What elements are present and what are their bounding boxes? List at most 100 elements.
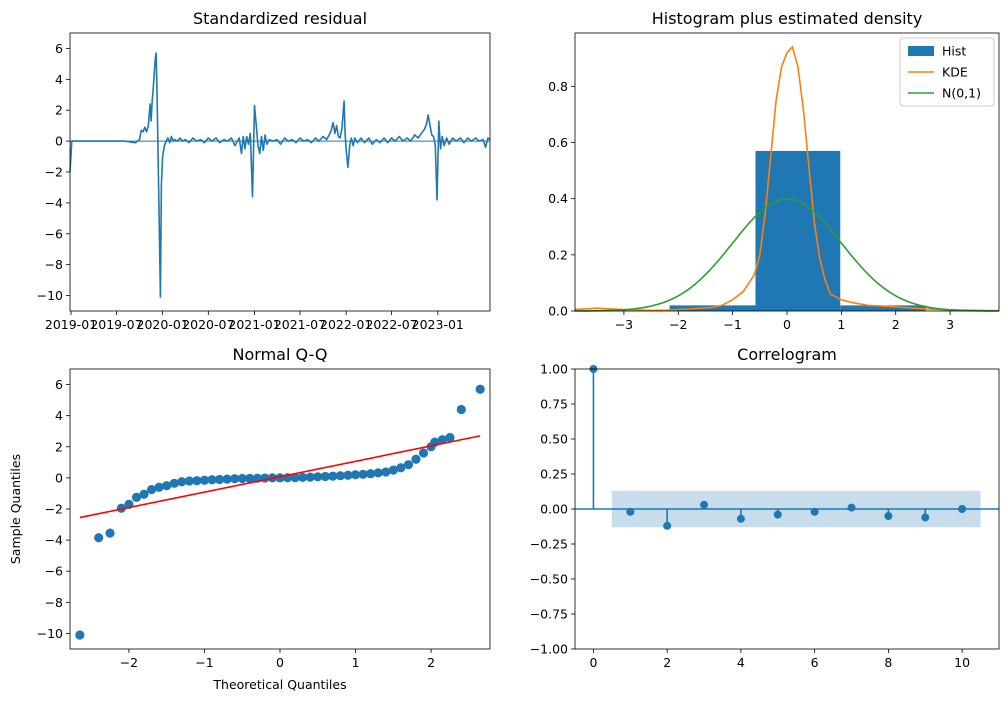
y-tick-label: 2 [55,439,63,454]
x-tick-label: 2 [892,317,900,332]
x-tick-label: 1 [352,655,360,670]
y-tick-label: 6 [55,41,63,56]
qq-point [116,503,126,513]
residual-series-line [69,52,491,298]
x-tick-label: −1 [723,317,741,332]
acf-marker [663,521,672,530]
x-tick-label: 8 [884,655,892,670]
y-tick-label: 0.0 [548,304,568,319]
qq-point [94,533,104,543]
y-tick-label: −6 [45,564,63,579]
y-tick-label: 0 [55,134,63,149]
qq-point [350,470,361,480]
x-tick-label: 2 [663,655,671,670]
qq-point [381,467,391,477]
y-tick-label: −8 [45,595,63,610]
qq-point [214,474,225,485]
qq-point [313,472,323,482]
legend-swatch-hist [908,46,934,56]
legend-label: KDE [942,65,968,80]
y-tick-label: 0.50 [540,432,568,447]
y-tick-label: −6 [45,226,63,241]
qq-point [139,489,149,499]
y-tick-label: −10 [37,626,63,641]
x-tick-label: −3 [615,317,633,332]
hist-bar [669,305,756,311]
qq-point [320,471,330,482]
y-tick-label: 1.00 [540,362,568,377]
acf-marker [626,507,635,516]
qq-point [358,469,368,479]
qq-point [456,404,466,415]
x-tick-label: 2 [427,655,435,670]
x-tick-label: 2020-07 [182,317,234,332]
qq-point [177,477,187,487]
qq-point [411,454,421,464]
qq-point [396,463,406,473]
y-tick-label: 4 [55,408,63,423]
plot-area [574,45,1000,312]
y-tick-label: 4 [55,72,63,87]
x-tick-label: 10 [954,655,970,670]
qq-point [237,473,247,484]
y-tick-label: −8 [45,257,63,272]
qq-point [131,492,142,502]
y-tick-label: −0.50 [530,572,568,587]
acf-marker [773,510,782,519]
chart-title: Standardized residual [193,9,367,28]
qq-point [343,470,353,480]
qq-point [199,475,210,485]
qq-point [207,475,217,485]
y-tick-label: 0 [55,470,63,485]
x-tick-label: 2021-07 [274,317,326,332]
y-tick-label: 0.8 [548,79,568,94]
y-tick-label: 0.75 [540,397,568,412]
y-tick-label: −0.75 [530,607,568,622]
x-tick-label: 4 [737,655,745,670]
y-tick-label: −2 [45,165,63,180]
qq-reference-line [79,435,481,519]
qq-point [388,465,398,475]
qq-point [305,472,315,482]
qq-point [328,471,338,481]
chart-title: Histogram plus estimated density [652,9,923,28]
qq-point [146,484,157,495]
legend-label: N(0,1) [942,86,981,101]
acf-marker [810,507,819,516]
qq-point [184,476,194,486]
chart-title: Correlogram [737,345,837,364]
x-tick-label: 2022-07 [365,317,417,332]
qq-point [154,482,164,492]
qq-point [437,435,448,445]
chart-title: Normal Q-Q [233,345,328,364]
y-tick-label: −2 [45,502,63,517]
qq-point [475,384,485,394]
acf-marker [736,514,745,523]
plot-area [75,384,485,640]
x-tick-label: 0 [783,317,791,332]
normal-pdf-line [575,198,999,312]
x-tick-label: 2023-01 [412,317,464,332]
y-tick-label: 2 [55,103,63,118]
correlogram-plot: Correlogram −1.00 −0.75 −0.50 −0.25 0.00 0.25 0… [530,345,1000,670]
histogram-plot: Histogram plus estimated density 0.0 0.2 0.… [548,9,1000,332]
qq-point [230,474,240,484]
y-tick-label: −4 [45,533,63,548]
y-tick-label: −10 [37,288,63,303]
acf-marker [958,505,967,513]
y-axis-label: Sample Quantiles [8,454,23,564]
acf-marker [847,503,856,512]
x-tick-label: 6 [811,655,819,670]
x-tick-label: 2021-01 [228,317,280,332]
x-tick-label: −2 [669,317,687,332]
qq-point [162,481,172,491]
qq-point [105,528,115,538]
qq-point [192,476,202,486]
qq-point [373,468,383,478]
qq-point [403,460,414,470]
qq-point [169,478,179,488]
qq-point [335,471,346,481]
legend-label: Hist [942,44,966,59]
legend: Hist KDE N(0,1) [899,37,995,107]
